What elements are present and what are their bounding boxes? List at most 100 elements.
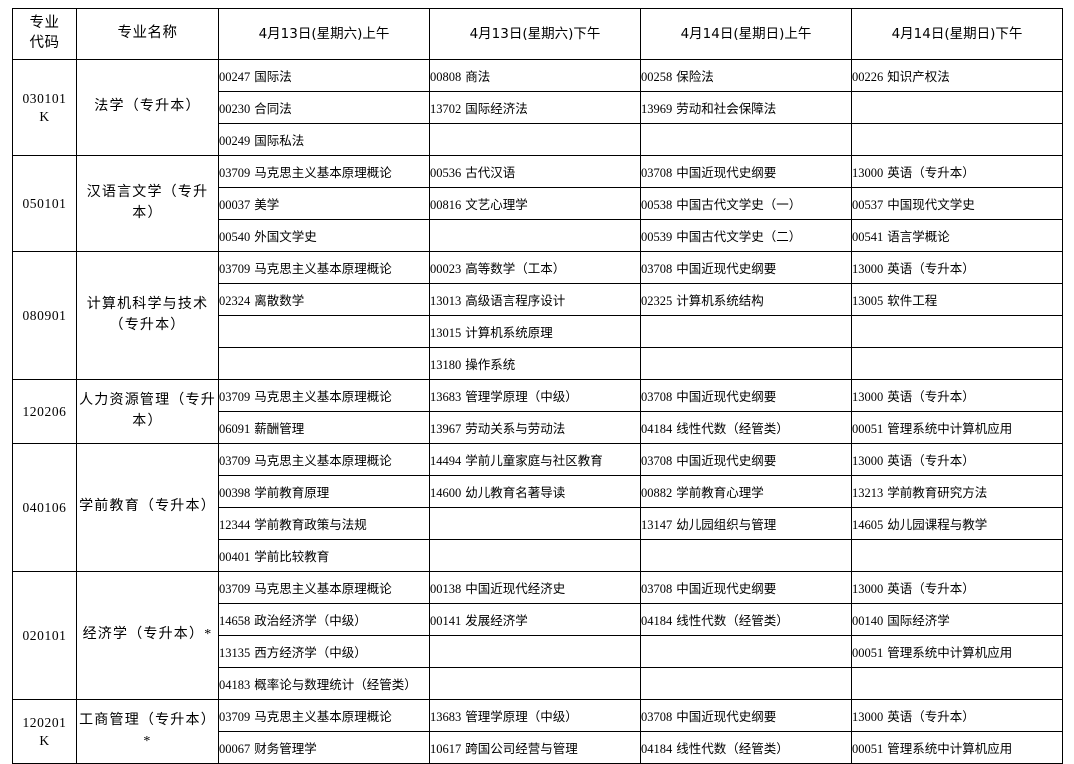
- course-code: 14600: [430, 486, 462, 500]
- subject-cell: 03708 中国近现代史纲要: [640, 379, 852, 412]
- course-code: 03709: [219, 582, 251, 596]
- subject-cell: 00247 国际法: [218, 59, 430, 92]
- subject-cell: 14494 学前儿童家庭与社区教育: [429, 443, 641, 476]
- course-code: 00258: [641, 70, 673, 84]
- course-code: 13000: [852, 390, 884, 404]
- subject-cell: 06091 薪酬管理: [218, 411, 430, 444]
- course-title: 中国近现代史纲要: [672, 389, 777, 404]
- course-code: 03709: [219, 390, 251, 404]
- course-title: 计算机系统原理: [461, 325, 553, 340]
- course-code: 13213: [852, 486, 884, 500]
- subject-cell: 00230 合同法: [218, 91, 430, 124]
- course-title: 管理系统中计算机应用: [883, 741, 1013, 756]
- course-title: 美学: [250, 197, 280, 212]
- table-row: 020101 经济学（专升本）* 03709 马克思主义基本原理概论 00138 中国…: [12, 571, 1063, 700]
- subject-cell: 13000 英语（专升本）: [851, 443, 1063, 476]
- course-title: 中国近现代史纲要: [672, 453, 777, 468]
- course-title: 马克思主义基本原理概论: [250, 165, 392, 180]
- course-title: 幼儿教育名著导读: [461, 485, 566, 500]
- course-title: 古代汉语: [461, 165, 516, 180]
- subject-cell: 03709 马克思主义基本原理概论: [218, 251, 430, 284]
- subject-cell: 03709 马克思主义基本原理概论: [218, 571, 430, 604]
- course-code: 00037: [219, 198, 251, 212]
- course-code: 00398: [219, 486, 251, 500]
- course-title: 高级语言程序设计: [461, 293, 566, 308]
- column-header-major-code-line2: 代码: [29, 35, 60, 51]
- major-code-line2: K: [39, 108, 50, 124]
- table-row: 00540 外国文学史 00539 中国古代文学史（二） 00541 语言学概论: [13, 219, 1063, 252]
- course-title: 发展经济学: [461, 613, 528, 628]
- course-title: 商法: [461, 69, 491, 84]
- course-title: 线性代数（经管类）: [672, 741, 789, 756]
- subject-cell: 13015 计算机系统原理: [429, 315, 641, 348]
- course-title: 财务管理学: [250, 741, 317, 756]
- course-title: 劳动关系与劳动法: [461, 421, 566, 436]
- course-title: 线性代数（经管类）: [672, 613, 789, 628]
- subject-cell: 13005 软件工程: [851, 283, 1063, 316]
- subject-cell-empty: [851, 123, 1063, 156]
- subject-cell-empty: [851, 315, 1063, 348]
- major-code-line1: 030101: [22, 90, 67, 106]
- course-title: 中国近现代经济史: [461, 581, 566, 596]
- subject-cell: 00067 财务管理学: [218, 731, 430, 764]
- subject-cell: 04184 线性代数（经管类）: [640, 603, 852, 636]
- course-title: 跨国公司经营与管理: [461, 741, 578, 756]
- subject-cell-empty: [218, 315, 430, 348]
- course-title: 中国近现代史纲要: [672, 261, 777, 276]
- course-title: 知识产权法: [883, 69, 950, 84]
- subject-cell-empty: [640, 667, 852, 700]
- major-code-cell: 040106: [12, 443, 77, 572]
- table-header: 专业 代码 专业名称 4月13日(星期六)上午 4月13日(星期六)下午 4月1…: [12, 8, 1063, 60]
- course-code: 00537: [852, 198, 884, 212]
- course-code: 02325: [641, 294, 673, 308]
- subject-cell: 13000 英语（专升本）: [851, 699, 1063, 732]
- course-title: 概率论与数理统计（经管类）: [250, 677, 417, 692]
- course-code: 00140: [852, 614, 884, 628]
- table-row: 050101 汉语言文学（专升本） 03709 马克思主义基本原理概论 00536 古…: [12, 155, 1063, 252]
- course-title: 政治经济学（中级）: [250, 613, 367, 628]
- subject-cell: 13000 英语（专升本）: [851, 571, 1063, 604]
- course-code: 13180: [430, 358, 462, 372]
- major-name-cell: 法学（专升本）: [76, 59, 219, 156]
- course-code: 03709: [219, 454, 251, 468]
- major-name-cell: 经济学（专升本）*: [76, 571, 219, 700]
- course-code: 00051: [852, 646, 884, 660]
- subject-cell: 00536 古代汉语: [429, 155, 641, 188]
- course-code: 13967: [430, 422, 462, 436]
- subject-cell: 13967 劳动关系与劳动法: [429, 411, 641, 444]
- course-title: 保险法: [672, 69, 714, 84]
- course-title: 英语（专升本）: [883, 389, 975, 404]
- course-code: 04184: [641, 742, 673, 756]
- subject-cell-empty: [851, 539, 1063, 572]
- course-code: 00051: [852, 422, 884, 436]
- subject-cell: 13147 幼儿园组织与管理: [640, 507, 852, 540]
- subject-cell: 00401 学前比较教育: [218, 539, 430, 572]
- subject-cell: 00398 学前教育原理: [218, 475, 430, 508]
- course-code: 13005: [852, 294, 884, 308]
- course-title: 国际法: [250, 69, 292, 84]
- subject-cell: 03708 中国近现代史纲要: [640, 155, 852, 188]
- subject-cell: 13213 学前教育研究方法: [851, 475, 1063, 508]
- subject-cell: 02325 计算机系统结构: [640, 283, 852, 316]
- subject-cell-empty: [429, 635, 641, 668]
- course-title: 合同法: [250, 101, 292, 116]
- subject-cell-empty: [640, 315, 852, 348]
- major-code-cell: 030101 K: [12, 59, 77, 156]
- course-title: 离散数学: [250, 293, 305, 308]
- course-code: 14605: [852, 518, 884, 532]
- column-header-apr14-am: 4月14日(星期日)上午: [640, 8, 852, 60]
- course-title: 外国文学史: [250, 229, 317, 244]
- subject-cell: 03709 马克思主义基本原理概论: [218, 443, 430, 476]
- course-code: 13702: [430, 102, 462, 116]
- subject-cell: 12344 学前教育政策与法规: [218, 507, 430, 540]
- table-row: 00401 学前比较教育: [13, 539, 1063, 572]
- subject-cell: 00539 中国古代文学史（二）: [640, 219, 852, 252]
- course-code: 14658: [219, 614, 251, 628]
- course-code: 00538: [641, 198, 673, 212]
- table-body: 030101 K 法学（专升本） 00247 国际法 00808 商法 00258 保险法…: [12, 59, 1063, 764]
- course-title: 中国近现代史纲要: [672, 581, 777, 596]
- course-code: 00247: [219, 70, 251, 84]
- major-name-cell: 汉语言文学（专升本）: [76, 155, 219, 252]
- course-code: 00882: [641, 486, 673, 500]
- subject-cell: 00537 中国现代文学史: [851, 187, 1063, 220]
